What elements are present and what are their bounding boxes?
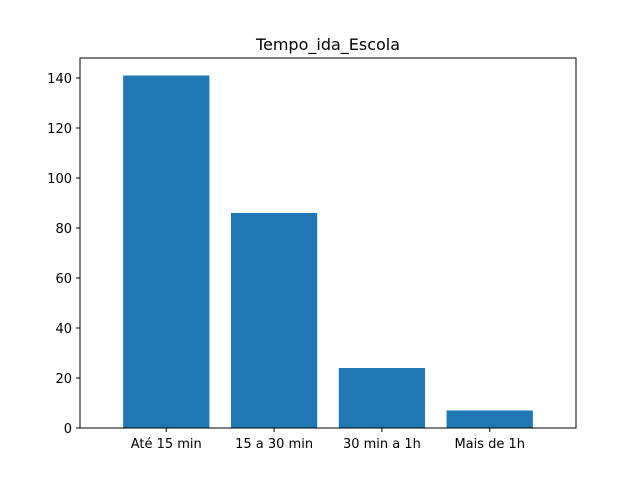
- chart-title: Tempo_ida_Escola: [255, 35, 400, 55]
- y-tick-label: 60: [55, 272, 72, 287]
- plot-frame: [79, 57, 577, 429]
- bar: [230, 213, 318, 428]
- x-tick-label: Mais de 1h: [454, 437, 525, 452]
- y-tick-label: 140: [47, 72, 72, 87]
- bar: [446, 410, 533, 428]
- y-tick-label: 40: [55, 322, 72, 337]
- x-tick-label: 30 min a 1h: [343, 437, 421, 452]
- y-tick-label: 80: [55, 222, 72, 237]
- y-tick-label: 100: [47, 172, 72, 187]
- bars-group: [123, 75, 533, 428]
- y-tick-label: 120: [47, 122, 72, 137]
- x-axis: Até 15 min 15 a 30 min 30 min a 1h Mais de …: [131, 428, 525, 452]
- bar: [338, 368, 426, 428]
- y-axis: 0 20 40 60 80 100 120 140: [47, 72, 80, 437]
- y-tick-label: 20: [55, 372, 72, 387]
- x-tick-label: 15 a 30 min: [235, 437, 313, 452]
- x-tick-label: Até 15 min: [131, 437, 202, 452]
- bar: [123, 75, 210, 428]
- y-tick-label: 0: [64, 422, 72, 437]
